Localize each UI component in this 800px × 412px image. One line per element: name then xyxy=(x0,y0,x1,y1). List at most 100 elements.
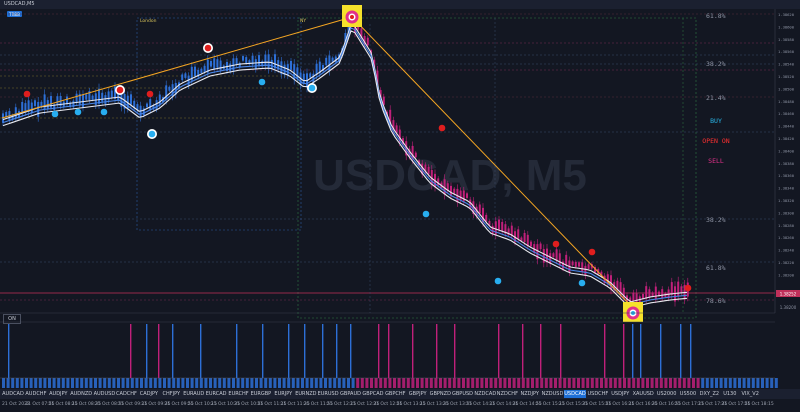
downtrend-line[interactable] xyxy=(351,16,634,309)
candle-body xyxy=(43,94,46,110)
sell-signal-dot xyxy=(552,240,560,248)
candle-body xyxy=(379,90,382,99)
candle-body xyxy=(395,125,398,134)
swing-high-marker-dot xyxy=(350,15,354,19)
candle-body xyxy=(453,188,456,194)
time-label: 21 Oct 11:35 xyxy=(280,402,310,407)
fib-label: 38.2% xyxy=(706,216,726,224)
symbol-tab-eurchf[interactable]: EURCHF xyxy=(228,391,249,397)
symbol-tab-nzdusd[interactable]: NZDUSD xyxy=(541,391,564,397)
price-axis[interactable] xyxy=(775,9,800,313)
candle-body xyxy=(235,58,238,65)
symbol-tab-cadchf[interactable]: CADCHF xyxy=(116,391,137,397)
histogram-bar xyxy=(328,378,332,388)
symbol-tab-vix_v2[interactable]: VIX_V2 xyxy=(741,391,759,397)
price-chart[interactable]: USDCAD, M5 TRBB London NY xyxy=(0,0,800,389)
histogram-bar xyxy=(439,378,442,388)
symbol-tab-audjpy[interactable]: AUDJPY xyxy=(49,391,68,397)
histogram-bar xyxy=(227,378,231,388)
histogram-bar xyxy=(296,378,300,388)
symbol-tab-eurjpy[interactable]: EURJPY xyxy=(274,391,293,397)
symbol-tab-us2000[interactable]: US2000 xyxy=(656,391,677,397)
symbol-tab-audusd[interactable]: AUDUSD xyxy=(93,391,116,397)
symbol-tab-nzdchf[interactable]: NZDCHF xyxy=(496,391,518,397)
candle-body xyxy=(600,271,603,277)
histogram-bar xyxy=(255,378,258,388)
buy-signal-dot xyxy=(148,130,156,138)
price-tick: 1.38320 xyxy=(778,198,795,203)
histogram-bar xyxy=(429,378,433,388)
symbol-tab-euraud[interactable]: EURAUD xyxy=(183,391,205,397)
time-label: 21 Oct 10:55 xyxy=(234,402,264,407)
symbol-tab-nzdcad[interactable]: NZDCAD xyxy=(474,391,497,397)
candle-body xyxy=(504,224,507,234)
symbol-tab-audnzd[interactable]: AUDNZD xyxy=(70,391,93,397)
indicator-toggle[interactable]: ON xyxy=(3,314,21,324)
candle-body xyxy=(632,292,635,302)
symbol-tab-gbpjpy[interactable]: GBPJPY xyxy=(408,391,427,397)
symbol-tab-eurcad[interactable]: EURCAD xyxy=(205,391,227,397)
symbol-tab-gbpcad[interactable]: GBPCAD xyxy=(362,391,384,397)
histogram-bar xyxy=(600,378,603,388)
time-label: 21 Oct 17:35 xyxy=(698,402,728,407)
symbol-tab-gbpaud[interactable]: GBPAUD xyxy=(340,391,361,397)
candle-body xyxy=(322,64,324,71)
candle-body xyxy=(466,193,468,198)
symbol-tab-usdjpy[interactable]: USDJPY xyxy=(611,391,630,397)
candle-body xyxy=(571,261,574,266)
candle-body xyxy=(482,207,484,223)
candle-body xyxy=(427,166,430,175)
symbol-tab-audchf[interactable]: AUDCHF xyxy=(25,391,47,397)
symbol-tab-us500[interactable]: US500 xyxy=(679,391,697,397)
time-label: 21 Oct 13:55 xyxy=(442,402,473,407)
symbol-tab-eurusd[interactable]: EURUSD xyxy=(317,391,339,397)
symbol-tab-nzdjpy[interactable]: NZDJPY xyxy=(520,391,539,397)
histogram-bar xyxy=(416,378,419,388)
symbol-tab-gbpchf[interactable]: GBPCHF xyxy=(385,391,406,397)
histogram-bar xyxy=(540,378,544,388)
buy-signal-dot xyxy=(74,108,82,116)
time-label: 21 Oct 12:15 xyxy=(326,402,357,407)
candle-body xyxy=(142,108,145,116)
symbol-tab-usdcad[interactable]: USDCAD xyxy=(564,390,586,398)
candle-body xyxy=(158,94,161,106)
symbol-tab-gbpusd[interactable]: GBPUSD xyxy=(452,391,474,397)
uptrend-line[interactable] xyxy=(1,16,353,119)
symbol-tab-audcad[interactable]: AUDCAD xyxy=(2,391,24,397)
symbol-tab-chfjpy[interactable]: CHFJPY xyxy=(162,391,181,397)
candle-body xyxy=(485,214,488,222)
symbol-tab-usdchf[interactable]: USDCHF xyxy=(587,391,609,397)
histogram-bar xyxy=(535,378,539,388)
fib-label: 21.4% xyxy=(706,94,726,102)
histogram-bar xyxy=(678,378,682,388)
histogram-bar xyxy=(388,378,392,388)
histogram-bar xyxy=(190,378,194,388)
symbol-tab-dxy_z2[interactable]: DXY_Z2 xyxy=(699,391,720,397)
symbol-tab-eurnzd[interactable]: EURNZD xyxy=(295,391,317,397)
price-tick: 1.38300 xyxy=(778,210,795,215)
symbol-tab-eurgbp[interactable]: EURGBP xyxy=(250,391,272,397)
histogram-bar xyxy=(411,378,415,388)
histogram-bar xyxy=(521,378,525,388)
signal-spike xyxy=(412,324,414,378)
price-tick: 1.38280 xyxy=(778,223,795,228)
symbol-tab-u130[interactable]: U130 xyxy=(723,391,737,397)
histogram-bar xyxy=(687,378,691,388)
histogram-bar xyxy=(572,378,576,388)
candle-body xyxy=(475,206,478,216)
candle-body xyxy=(331,57,334,62)
histogram-bar xyxy=(595,378,599,388)
histogram-bar xyxy=(641,378,645,388)
symbol-tab-gbpnzd[interactable]: GBPNZD xyxy=(429,391,451,397)
histogram-bar xyxy=(512,378,516,388)
candle-body xyxy=(213,58,216,70)
histogram-bar xyxy=(609,378,613,388)
signal-spike xyxy=(640,324,642,378)
histogram-bar xyxy=(176,378,180,388)
signal-spike xyxy=(146,324,148,378)
histogram-bar xyxy=(577,378,580,388)
symbol-tab-xauusd[interactable]: XAUUSD xyxy=(632,391,654,397)
candle-body xyxy=(165,85,168,100)
symbol-tab-cadjpy[interactable]: CADJPY xyxy=(139,391,158,397)
candle-body xyxy=(50,96,52,108)
